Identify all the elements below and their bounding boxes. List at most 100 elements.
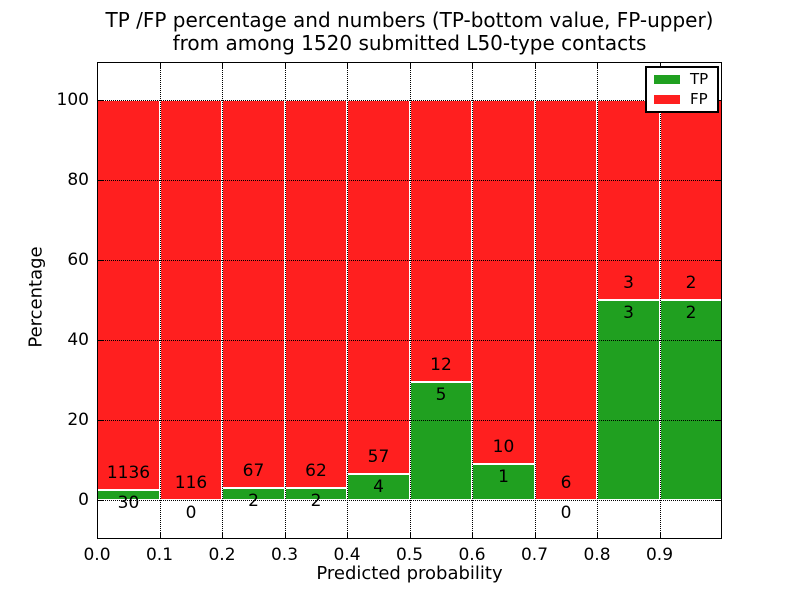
x-tick [597,533,598,539]
legend-item-tp: TP [647,72,717,87]
v-gridline [284,62,286,539]
legend-label-tp: TP [690,70,709,89]
x-tick-label: 0.2 [208,545,236,565]
bar-tp-segment [347,473,410,500]
y-tick [97,340,103,341]
x-tick-label: 0.5 [395,545,424,565]
x-tick [159,62,161,68]
y-tick [716,500,722,501]
x-tick [222,533,223,539]
tp-count-label: 0 [185,503,197,523]
bar-tp-segment [659,300,722,500]
x-tick-label: 0.3 [270,545,299,565]
x-tick [97,62,98,68]
fp-count-label: 62 [305,460,327,481]
y-tick [716,260,722,261]
h-gridline [97,340,722,341]
v-gridline [222,62,223,539]
x-tick [284,62,286,68]
bar-fp-segment [659,100,722,300]
legend-item-fp: FP [647,89,717,108]
h-gridline [97,500,722,501]
fp-count-label: 57 [367,446,390,467]
x-tick [534,62,536,68]
legend-swatch-fp [654,94,680,104]
y-tick-label: 80 [67,170,89,190]
h-gridline [97,420,722,421]
plot-area: 1136 30 116 0 67 2 62 2 57 4 12 5 10 1 6 0 3 3 2 2 0.0 0.1 0.2… [57,62,722,565]
y-tick-label: 40 [67,330,89,350]
tp-count-label: 3 [623,303,634,323]
h-gridline [97,100,722,101]
bar-tp-segment [409,382,472,500]
x-tick [472,533,473,539]
fp-count-label: 3 [623,273,634,293]
chart-title-line1: TP /FP percentage and numbers (TP-bottom… [105,8,714,32]
y-tick [716,100,722,101]
tp-count-label: 2 [248,491,259,512]
y-tick [97,420,103,421]
bar-fp-segment [409,100,472,383]
x-tick [409,62,411,68]
x-tick-label: 0.0 [83,545,111,565]
legend: TP FP [645,66,719,113]
tp-count-label: 0 [560,503,572,523]
x-tick [347,62,348,68]
bar-fp-segment [97,100,160,490]
x-tick [284,533,286,539]
x-tick [472,62,473,68]
bar-fp-segment [222,100,285,489]
v-gridline [347,62,348,539]
y-tick [97,260,103,261]
bar-fp-segment [347,100,410,474]
fp-count-label: 10 [492,436,515,457]
y-tick [716,340,722,341]
y-tick [97,500,103,501]
tp-count-label: 5 [435,385,447,406]
h-gridline [97,180,722,181]
x-tick [597,62,598,68]
bar-fp-segment [597,100,660,300]
chart-title-line2: from among 1520 submitted L50-type conta… [172,31,647,55]
v-gridline [159,62,161,539]
x-tick-label: 0.8 [583,545,611,565]
fp-count-label: 116 [174,473,208,493]
legend-label-fp: FP [690,89,708,108]
x-tick [222,62,223,68]
fp-count-label: 67 [242,461,265,482]
tp-count-label: 2 [685,303,697,323]
bar-fp-segment [534,100,597,500]
bar-fp-segment [472,100,535,464]
x-tick [659,62,661,68]
y-tick [716,180,722,181]
x-tick [347,533,348,539]
y-tick [97,180,103,181]
y-tick [97,100,103,101]
x-tick [159,533,161,539]
x-tick [409,533,411,539]
tp-count-label: 2 [310,490,322,511]
y-tick-label: 60 [67,250,89,270]
x-tick-label: 0.1 [145,545,174,565]
x-tick-label: 0.9 [645,545,674,565]
h-gridline [97,260,722,261]
v-gridline [472,62,473,539]
x-tick-label: 0.6 [458,545,486,565]
y-tick [716,420,722,421]
v-gridline [597,62,598,539]
y-axis-label: Percentage [25,246,47,348]
x-tick-label: 0.7 [520,545,549,565]
fp-count-label: 1136 [106,462,151,483]
y-tick-label: 0 [78,490,89,510]
tp-count-label: 1 [498,466,509,487]
fp-count-label: 12 [430,355,452,376]
fp-count-label: 2 [685,273,697,293]
y-tick-label: 100 [56,90,89,110]
v-gridline [659,62,661,539]
fp-count-label: 6 [560,473,572,493]
x-tick [534,533,536,539]
v-gridline [534,62,536,539]
x-axis-label: Predicted probability [316,563,503,584]
tp-count-label: 30 [117,492,140,513]
